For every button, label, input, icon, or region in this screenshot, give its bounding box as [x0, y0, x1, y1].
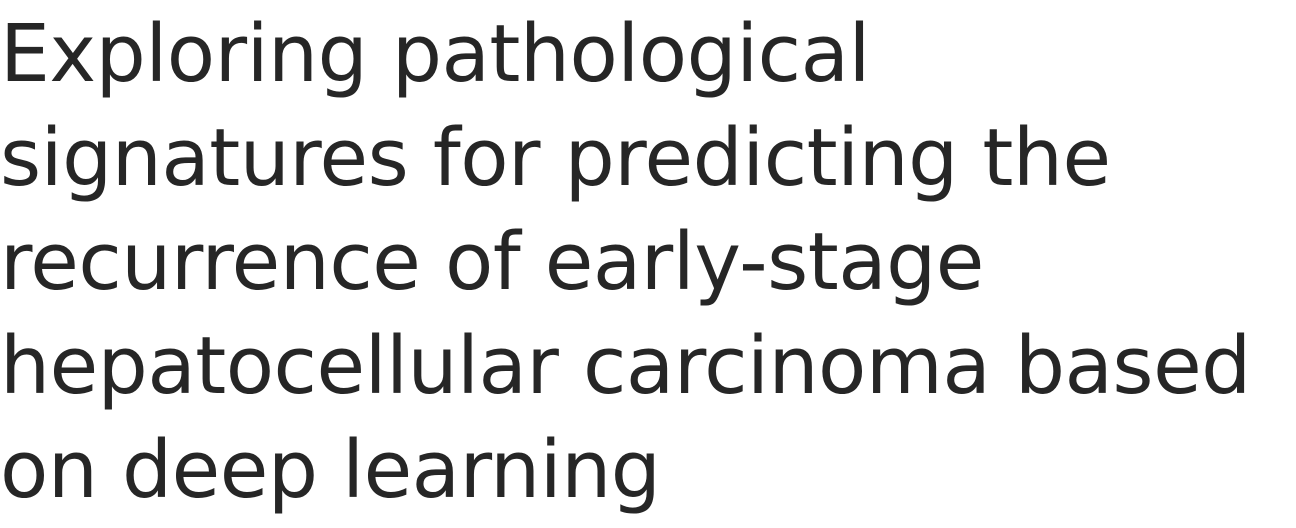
title-line-1: Exploring pathological	[0, 8, 870, 100]
title-line-4: hepatocellular carcinoma based	[0, 320, 1251, 412]
title-line-5: on deep learning	[0, 424, 661, 516]
title-line-2: signatures for predicting the	[0, 112, 1111, 204]
title-line-3: recurrence of early-stage	[0, 216, 984, 308]
